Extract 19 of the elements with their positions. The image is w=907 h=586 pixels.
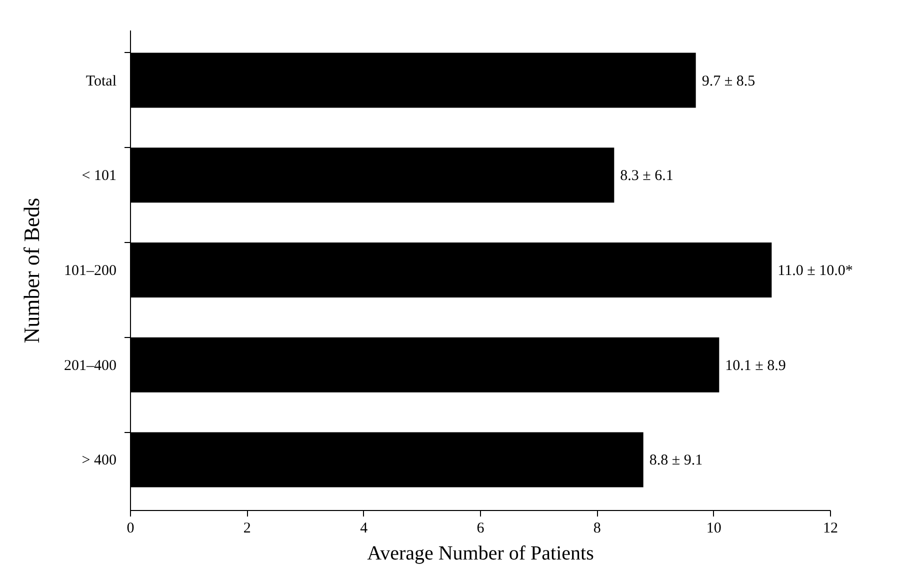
y-tick-label: > 400 (82, 452, 116, 469)
data-label: 8.3 ± 6.1 (620, 168, 674, 184)
x-axis-title: Average Number of Patients (367, 542, 594, 564)
x-tick-label: 10 (706, 520, 722, 536)
data-label: 10.1 ± 8.9 (725, 358, 786, 374)
y-tick-label: 201–400 (64, 358, 116, 374)
x-tick-label: 8 (593, 520, 601, 536)
y-axis-title: Number of Beds (19, 198, 44, 344)
x-tick-label: 2 (243, 520, 251, 536)
data-label: 9.7 ± 8.5 (702, 73, 756, 90)
x-tick-label: 6 (476, 520, 485, 536)
x-tick-label: 0 (126, 520, 134, 536)
x-tick-label: 12 (823, 520, 838, 536)
x-tick-label: 4 (360, 520, 368, 536)
y-tick-label: < 101 (82, 168, 116, 184)
y-tick-label: 101–200 (64, 263, 116, 279)
data-label: 11.0 ± 10.0* (778, 263, 853, 279)
y-tick-label: Total (86, 73, 116, 90)
data-label: 8.8 ± 9.1 (649, 452, 703, 469)
